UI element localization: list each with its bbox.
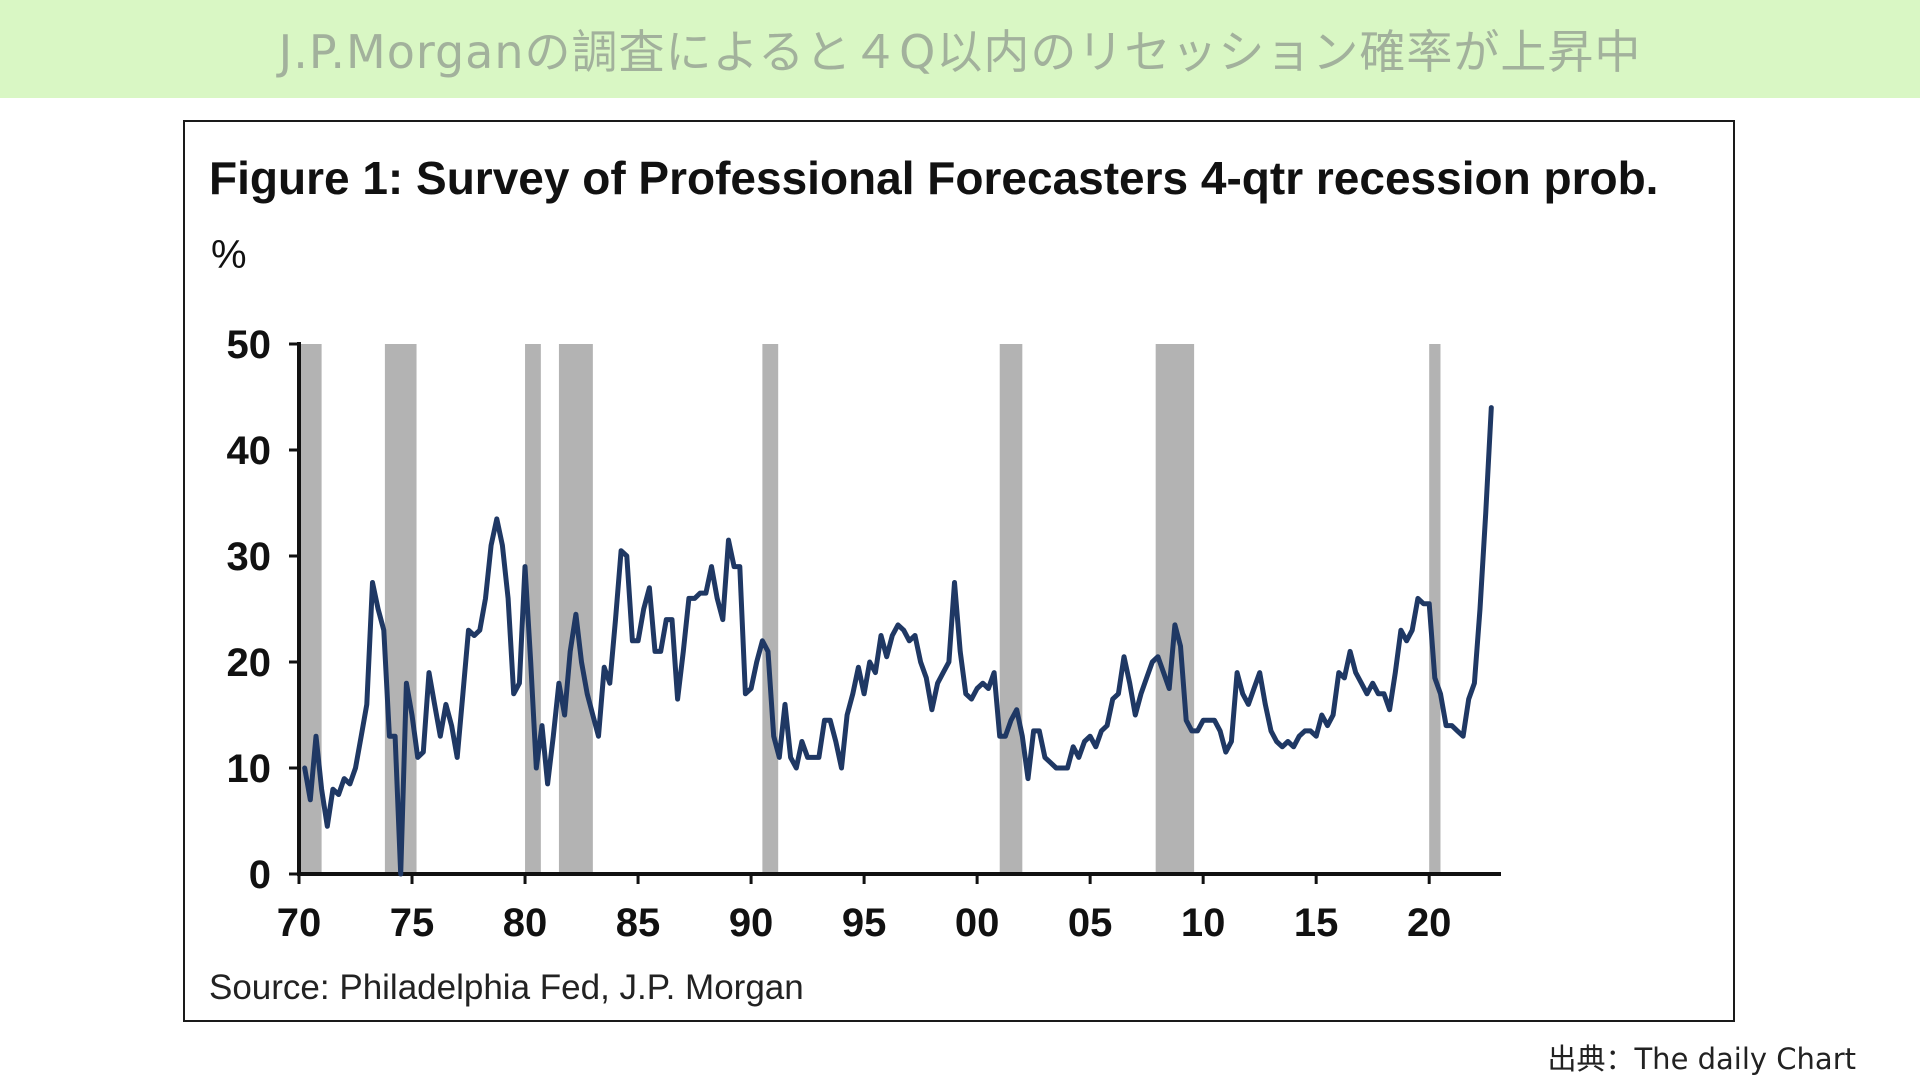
recession-band-7 (1155, 344, 1195, 874)
x-tick-label-75: 75 (390, 901, 435, 945)
x-tick-label-00: 00 (955, 901, 1000, 945)
x-tick-label-80: 80 (503, 901, 547, 945)
y-tick-label-20: 20 (227, 641, 272, 685)
recession-band-4 (558, 344, 593, 874)
chart-source: Source: Philadelphia Fed, J.P. Morgan (209, 968, 804, 1007)
x-tick-label-05: 05 (1068, 901, 1113, 945)
x-tick-label-90: 90 (729, 901, 774, 945)
recession-probability-chart: Figure 1: Survey of Professional Forecas… (209, 152, 1658, 1007)
y-tick-label-50: 50 (227, 323, 272, 367)
y-tick-label-0: 0 (249, 853, 271, 897)
recession-band-6 (999, 344, 1023, 874)
chart-frame: Figure 1: Survey of Professional Forecas… (183, 120, 1735, 1022)
y-tick-label-30: 30 (227, 535, 272, 579)
axes (289, 342, 1501, 884)
x-tick-label-70: 70 (277, 901, 322, 945)
tick-labels: 0 10 20 30 40 50 70 75 80 85 90 95 00 05 10 15 20 (227, 323, 1452, 945)
x-tick-label-10: 10 (1181, 901, 1226, 945)
x-tick-label-15: 15 (1294, 901, 1339, 945)
credit-text: 出典：The daily Chart (1547, 1042, 1856, 1076)
chart-title: Figure 1: Survey of Professional Forecas… (209, 152, 1658, 204)
recession-band-5 (762, 344, 779, 874)
x-tick-label-85: 85 (616, 901, 661, 945)
header-banner: J.P.Morganの調査によると４Q以内のリセッション確率が上昇中 (0, 0, 1920, 98)
y-axis-unit-label: % (211, 233, 247, 277)
recession-bands (299, 344, 1441, 874)
series-line-1 (302, 405, 1494, 877)
recession-band-8 (1429, 344, 1441, 874)
series-layer (302, 405, 1494, 877)
y-tick-label-10: 10 (227, 747, 272, 791)
x-tick-label-95: 95 (842, 901, 887, 945)
recession-band-2 (384, 344, 417, 874)
y-tick-label-40: 40 (227, 429, 272, 473)
x-tick-label-20: 20 (1407, 901, 1452, 945)
banner-title: J.P.Morganの調査によると４Q以内のリセッション確率が上昇中 (278, 25, 1642, 79)
